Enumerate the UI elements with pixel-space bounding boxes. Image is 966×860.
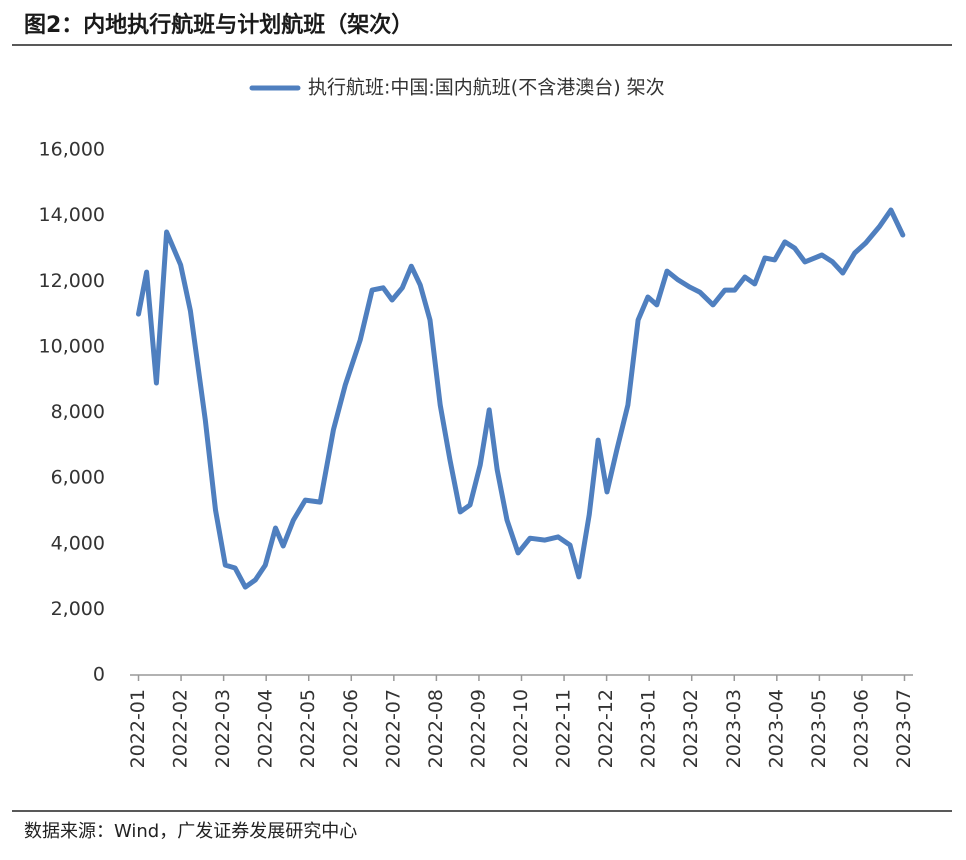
- legend-label: 执行航班:中国:国内航班(不含港澳台) 架次: [308, 77, 665, 99]
- x-tick-label: 2022-08: [425, 689, 447, 768]
- x-tick-label: 2023-07: [893, 689, 915, 768]
- x-tick-label: 2022-12: [595, 689, 617, 768]
- x-tick-label: 2022-04: [255, 689, 277, 768]
- y-tick-label: 4,000: [51, 532, 105, 554]
- chart-title: 图2：内地执行航班与计划航班（架次）: [24, 12, 413, 38]
- y-tick-label: 16,000: [39, 139, 105, 161]
- x-tick-label: 2022-06: [340, 689, 362, 768]
- x-tick-label: 2023-03: [723, 689, 745, 768]
- y-tick-label: 10,000: [39, 335, 105, 357]
- x-tick-label: 2022-07: [382, 689, 404, 768]
- y-tick-label: 14,000: [39, 204, 105, 226]
- x-tick-label: 2022-11: [553, 689, 575, 768]
- y-tick-label: 0: [93, 664, 105, 686]
- y-tick-label: 6,000: [51, 467, 105, 489]
- source: 数据来源：Wind，广发证券发展研究中心: [24, 821, 357, 842]
- x-tick-label: 2023-05: [808, 689, 830, 768]
- x-tick-label: 2022-01: [127, 689, 149, 768]
- x-tick-label: 2023-02: [680, 689, 702, 768]
- x-tick-label: 2022-02: [170, 689, 192, 768]
- y-tick-label: 2,000: [51, 598, 105, 620]
- x-tick-label: 2023-06: [850, 689, 872, 768]
- x-tick-label: 2022-10: [510, 689, 532, 768]
- data-line: [136, 207, 906, 590]
- y-tick-label: 8,000: [51, 401, 105, 423]
- x-tick-label: 2022-05: [297, 689, 319, 768]
- x-tick-label: 2023-01: [638, 689, 660, 768]
- x-tick-label: 2022-03: [212, 689, 234, 768]
- y-tick-label: 12,000: [39, 270, 105, 292]
- x-tick-label: 2023-04: [765, 689, 787, 768]
- x-tick-label: 2022-09: [467, 689, 489, 768]
